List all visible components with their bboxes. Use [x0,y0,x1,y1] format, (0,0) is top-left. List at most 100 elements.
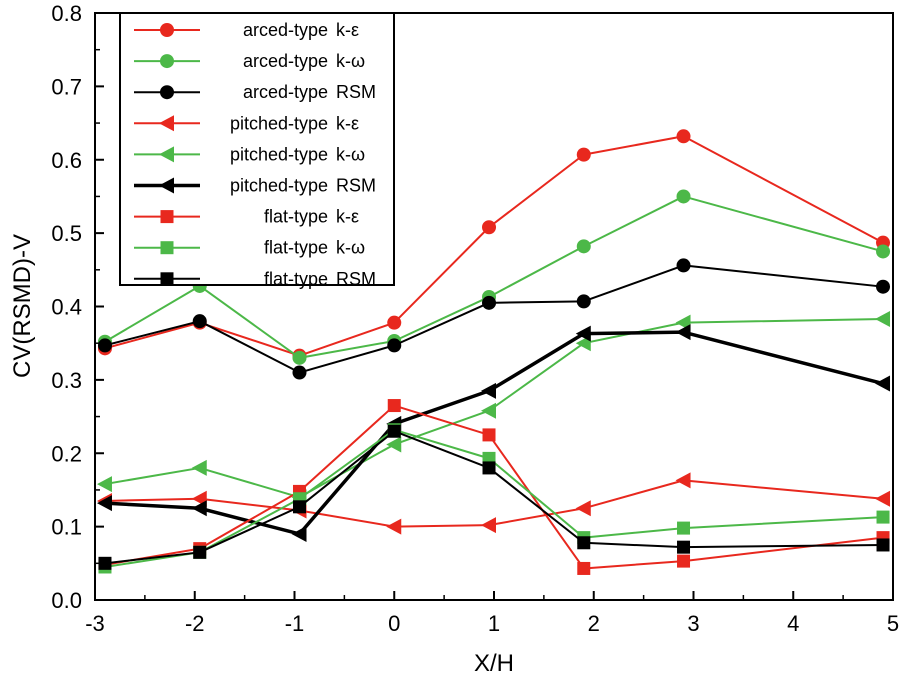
legend-entry: pitched-type k-ε [134,113,359,133]
data-point [481,382,497,399]
legend-model-label: k-ω [336,51,365,71]
y-axis-title: CV(RSMD)-V [9,234,36,378]
data-point [676,189,691,204]
data-point [482,428,496,442]
legend-entry: pitched-type RSM [134,176,376,196]
data-point [191,500,207,517]
data-point [191,459,207,476]
data-point [676,129,691,144]
y-tick-label: 0.1 [51,515,82,540]
series-line [104,330,884,536]
data-point [482,220,497,235]
series-line [104,428,884,568]
data-point [875,490,891,507]
series-line [104,430,884,565]
legend-entry: arced-type k-ω [134,51,365,71]
legend-type-label: arced-type [243,82,328,102]
data-point [481,517,497,534]
y-tick-label: 0.4 [51,295,82,320]
series-pitched-type-k-ε [96,472,891,535]
data-point [386,436,402,453]
legend-model-label: k-ε [336,113,359,133]
data-point [193,545,207,559]
y-tick-label: 0.3 [51,368,82,393]
data-point [482,461,496,475]
y-tick-label: 0.5 [51,221,82,246]
data-point [576,239,591,254]
data-point [576,294,591,309]
data-point [387,338,402,353]
legend-type-label: pitched-type [230,144,328,164]
data-point [875,310,891,327]
x-tick-label: 5 [887,611,899,636]
x-tick-label: -3 [85,611,105,636]
legend-model-label: RSM [336,269,376,289]
data-point [387,315,402,330]
y-tick-label: 0.2 [51,441,82,466]
y-tick-label: 0.6 [51,148,82,173]
legend-type-label: flat-type [264,238,328,258]
data-point [577,561,591,575]
data-point [677,540,691,554]
legend-model-label: k-ω [336,144,365,164]
y-tick-label: 0.0 [51,588,82,613]
legend-swatch-marker [160,54,174,69]
y-tick-label: 0.7 [51,74,82,99]
legend-swatch-marker [160,210,174,224]
data-point [876,538,890,552]
legend-model-label: k-ε [336,20,359,40]
data-point [292,365,307,380]
data-point [481,402,497,419]
legend-model-label: RSM [336,82,376,102]
legend-type-label: pitched-type [230,113,328,133]
data-point [876,279,891,294]
legend-entry: flat-type RSM [134,269,376,289]
data-point [676,258,691,273]
data-point [575,325,591,342]
x-tick-label: 2 [588,611,600,636]
legend-swatch-marker [160,23,174,37]
series-flat-type-RSM [98,424,890,570]
series-line [104,195,884,359]
data-point [482,295,497,310]
x-tick-label: 0 [388,611,400,636]
series-line [104,404,884,570]
legend-type-label: flat-type [264,269,328,289]
legend-entry: flat-type k-ε [134,207,359,227]
x-tick-label: -1 [285,611,305,636]
series-line [104,479,884,528]
data-point [575,500,591,517]
legend-entry: flat-type k-ω [134,238,365,258]
legend-model-label: k-ω [336,238,365,258]
data-point [292,350,307,365]
series-pitched-type-RSM [96,324,891,542]
legend-entry: pitched-type k-ω [134,144,365,164]
data-point [96,495,112,512]
legend-swatch-marker [160,272,174,286]
legend-swatch-marker [160,85,174,100]
data-point [387,399,401,413]
legend-type-label: flat-type [264,207,328,227]
x-tick-label: -2 [185,611,205,636]
y-tick-label: 0.8 [51,1,82,26]
data-point [675,472,691,489]
legend-model-label: k-ε [336,207,359,227]
data-point [387,424,401,438]
data-point [577,536,591,550]
data-point [292,500,306,514]
x-tick-label: 1 [488,611,500,636]
x-tick-label: 3 [687,611,699,636]
ticks-layer: -3 -2 -1 0 1 2 3 4 5 0.0 0.1 0.2 0.3 0.4 0.5 0.6 0.7 0.8 [51,1,899,636]
data-point [97,338,112,353]
data-point [677,554,691,568]
data-point [96,476,112,493]
series-line [104,317,884,499]
legend-swatch-marker [159,146,174,163]
series-line [104,264,884,374]
series-line [104,135,884,357]
data-point [875,375,891,392]
series-layer [96,129,891,575]
data-point [576,147,591,162]
